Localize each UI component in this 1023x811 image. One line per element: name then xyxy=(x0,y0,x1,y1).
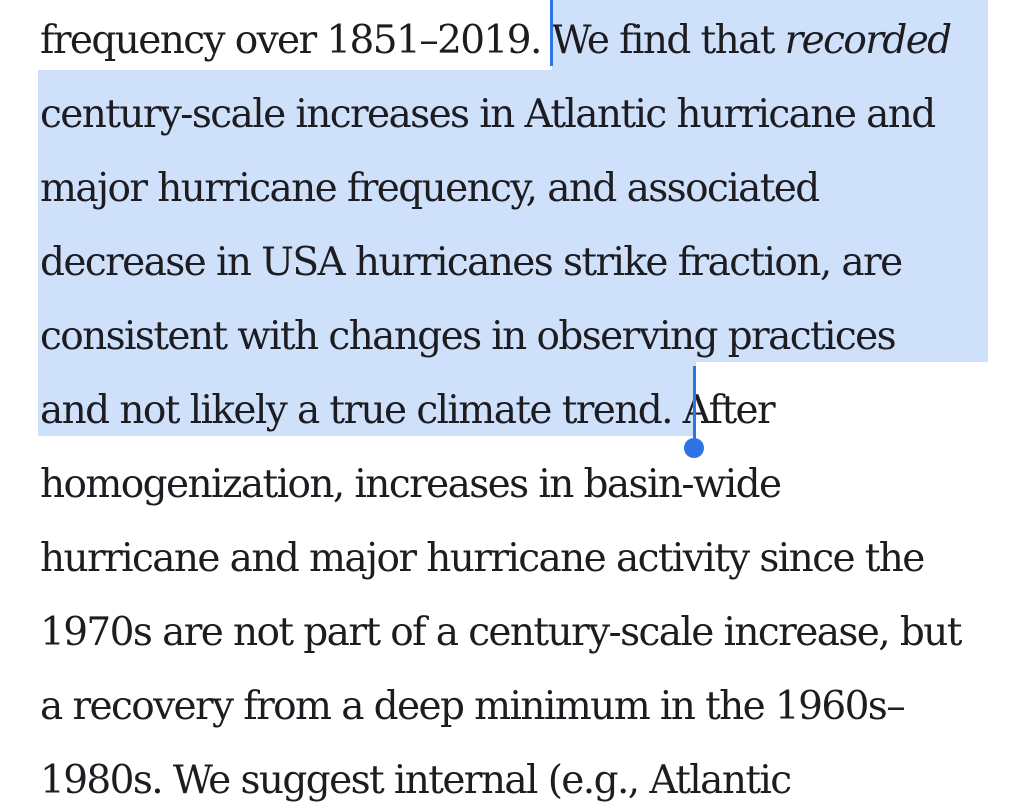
text-selection-highlight xyxy=(38,70,988,362)
text-selection-highlight xyxy=(552,0,988,70)
emphasized-word: recorded xyxy=(784,18,953,63)
paragraph-line: major hurricane frequency, and associate… xyxy=(40,152,820,226)
paragraph-line: 1980s. We suggest internal (e.g., Atlant… xyxy=(40,744,792,811)
paragraph-line: homogenization, increases in basin-wide xyxy=(40,448,782,522)
line-text: a recovery from a deep minimum in the 19… xyxy=(40,684,906,729)
paragraph-line: frequency over 1851–2019. We find that r… xyxy=(40,4,953,78)
text-selection-highlight xyxy=(38,362,696,436)
line-text: consistent with changes in observing pra… xyxy=(40,314,897,359)
line-text: decrease in USA hurricanes strike fracti… xyxy=(40,240,903,285)
selection-end-handle-bar[interactable] xyxy=(693,366,696,446)
paragraph-line: hurricane and major hurricane activity s… xyxy=(40,522,925,596)
paragraph-line: a recovery from a deep minimum in the 19… xyxy=(40,670,906,744)
line-text: and not likely a true climate trend. xyxy=(40,388,683,433)
line-text: major hurricane frequency, and associate… xyxy=(40,166,820,211)
paragraph-line: century-scale increases in Atlantic hurr… xyxy=(40,78,936,152)
selection-start-handle[interactable] xyxy=(550,0,553,66)
selection-end-handle-knob[interactable] xyxy=(684,438,704,458)
line-text: century-scale increases in Atlantic hurr… xyxy=(40,92,936,137)
line-text: hurricane and major hurricane activity s… xyxy=(40,536,925,581)
line-text: We find that xyxy=(551,18,785,63)
line-text: 1980s. We suggest internal (e.g., Atlant… xyxy=(40,758,792,803)
line-text: 1970s are not part of a century-scale in… xyxy=(40,610,962,655)
paragraph-line: 1970s are not part of a century-scale in… xyxy=(40,596,962,670)
line-text: After xyxy=(682,388,776,433)
paragraph-line: consistent with changes in observing pra… xyxy=(40,300,897,374)
paragraph-line: and not likely a true climate trend. Aft… xyxy=(40,374,776,448)
line-text: frequency over 1851–2019. xyxy=(40,18,552,63)
line-text: homogenization, increases in basin-wide xyxy=(40,462,782,507)
paragraph-line: decrease in USA hurricanes strike fracti… xyxy=(40,226,903,300)
